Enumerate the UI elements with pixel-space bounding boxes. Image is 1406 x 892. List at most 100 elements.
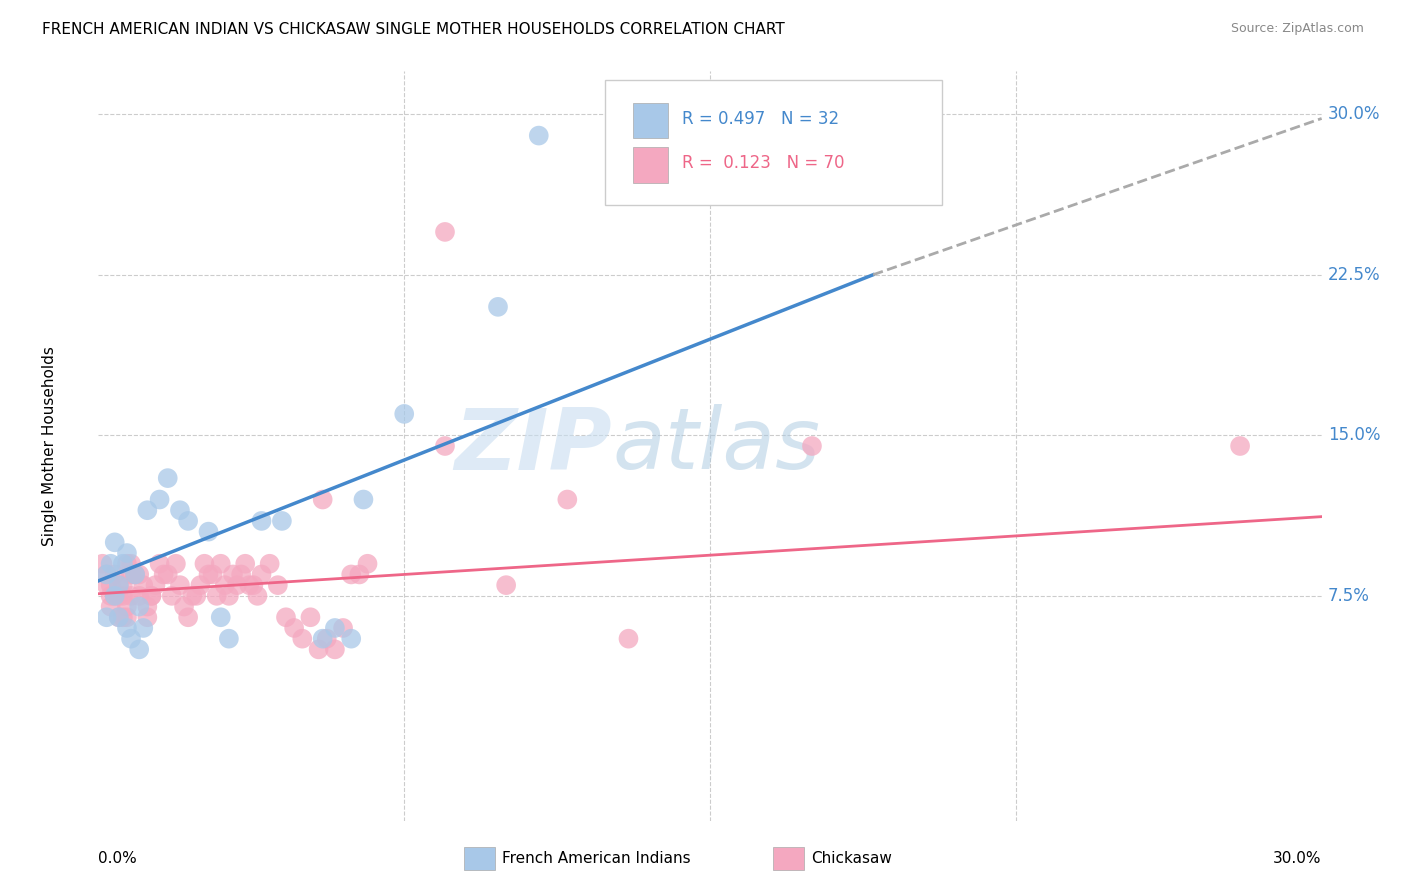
Point — [308, 642, 330, 657]
Point — [104, 589, 127, 603]
Point — [111, 589, 134, 603]
Point — [124, 567, 146, 582]
Text: French American Indians: French American Indians — [502, 852, 690, 866]
Point — [128, 567, 150, 582]
Text: 0.0%: 0.0% — [98, 851, 138, 865]
Point — [312, 632, 335, 646]
Text: 7.5%: 7.5% — [1327, 587, 1369, 605]
Point — [340, 632, 363, 646]
Point — [356, 557, 378, 571]
Point — [100, 599, 122, 614]
Point — [283, 621, 305, 635]
Point — [242, 578, 264, 592]
Point — [392, 407, 416, 421]
Point — [132, 578, 155, 592]
Point — [231, 567, 253, 582]
Point — [250, 567, 273, 582]
Point — [128, 599, 150, 614]
Point — [233, 557, 256, 571]
Point — [173, 599, 195, 614]
Point — [128, 589, 150, 603]
Point — [218, 589, 240, 603]
Point — [111, 610, 134, 624]
Point — [205, 589, 228, 603]
Point — [250, 514, 273, 528]
Point — [160, 589, 183, 603]
Point — [115, 621, 138, 635]
Point — [156, 471, 179, 485]
Point — [120, 632, 142, 646]
Point — [270, 514, 294, 528]
Point — [145, 578, 167, 592]
Point — [96, 610, 118, 624]
Point — [96, 567, 118, 582]
Text: 30.0%: 30.0% — [1274, 851, 1322, 865]
Text: atlas: atlas — [612, 404, 820, 488]
Point — [312, 492, 335, 507]
Point — [132, 621, 155, 635]
Point — [128, 642, 150, 657]
Text: R =  0.123   N = 70: R = 0.123 N = 70 — [682, 154, 845, 172]
Point — [108, 610, 131, 624]
Text: 22.5%: 22.5% — [1327, 266, 1381, 284]
Text: R = 0.497   N = 32: R = 0.497 N = 32 — [682, 110, 839, 128]
Point — [141, 589, 163, 603]
Point — [214, 578, 236, 592]
Text: 30.0%: 30.0% — [1327, 105, 1381, 123]
Point — [527, 128, 550, 143]
Point — [197, 567, 219, 582]
Point — [259, 557, 281, 571]
Point — [120, 589, 142, 603]
Point — [108, 578, 131, 592]
Point — [104, 535, 127, 549]
Point — [136, 599, 159, 614]
Point — [96, 567, 118, 582]
Point — [108, 589, 131, 603]
Text: Source: ZipAtlas.com: Source: ZipAtlas.com — [1230, 22, 1364, 36]
Point — [136, 610, 159, 624]
Point — [115, 557, 138, 571]
Point — [169, 503, 191, 517]
Point — [100, 557, 122, 571]
Text: 15.0%: 15.0% — [1327, 426, 1381, 444]
Point — [100, 589, 122, 603]
Point — [104, 567, 127, 582]
Point — [555, 492, 579, 507]
Point — [617, 632, 640, 646]
Point — [352, 492, 374, 507]
Point — [108, 578, 131, 592]
Point — [111, 557, 134, 571]
Point — [115, 599, 138, 614]
Point — [222, 567, 245, 582]
Point — [111, 578, 134, 592]
Point — [104, 589, 127, 603]
Point — [141, 589, 163, 603]
Point — [186, 589, 208, 603]
Point — [136, 503, 159, 517]
Point — [91, 557, 114, 571]
Point — [188, 578, 212, 592]
Point — [169, 578, 191, 592]
Point — [120, 567, 142, 582]
Point — [115, 610, 138, 624]
Point — [165, 557, 187, 571]
Point — [115, 546, 138, 560]
Point — [226, 578, 249, 592]
Point — [108, 610, 131, 624]
Point — [177, 610, 200, 624]
Point — [801, 439, 824, 453]
Point — [197, 524, 219, 539]
Point — [274, 610, 297, 624]
Point — [96, 578, 118, 592]
Point — [124, 567, 146, 582]
Point — [267, 578, 290, 592]
Point — [181, 589, 204, 603]
Point — [120, 557, 142, 571]
Point — [349, 567, 371, 582]
Point — [332, 621, 354, 635]
Point — [149, 557, 172, 571]
Point — [323, 621, 346, 635]
Point — [218, 632, 240, 646]
Point — [100, 578, 122, 592]
Point — [1229, 439, 1251, 453]
